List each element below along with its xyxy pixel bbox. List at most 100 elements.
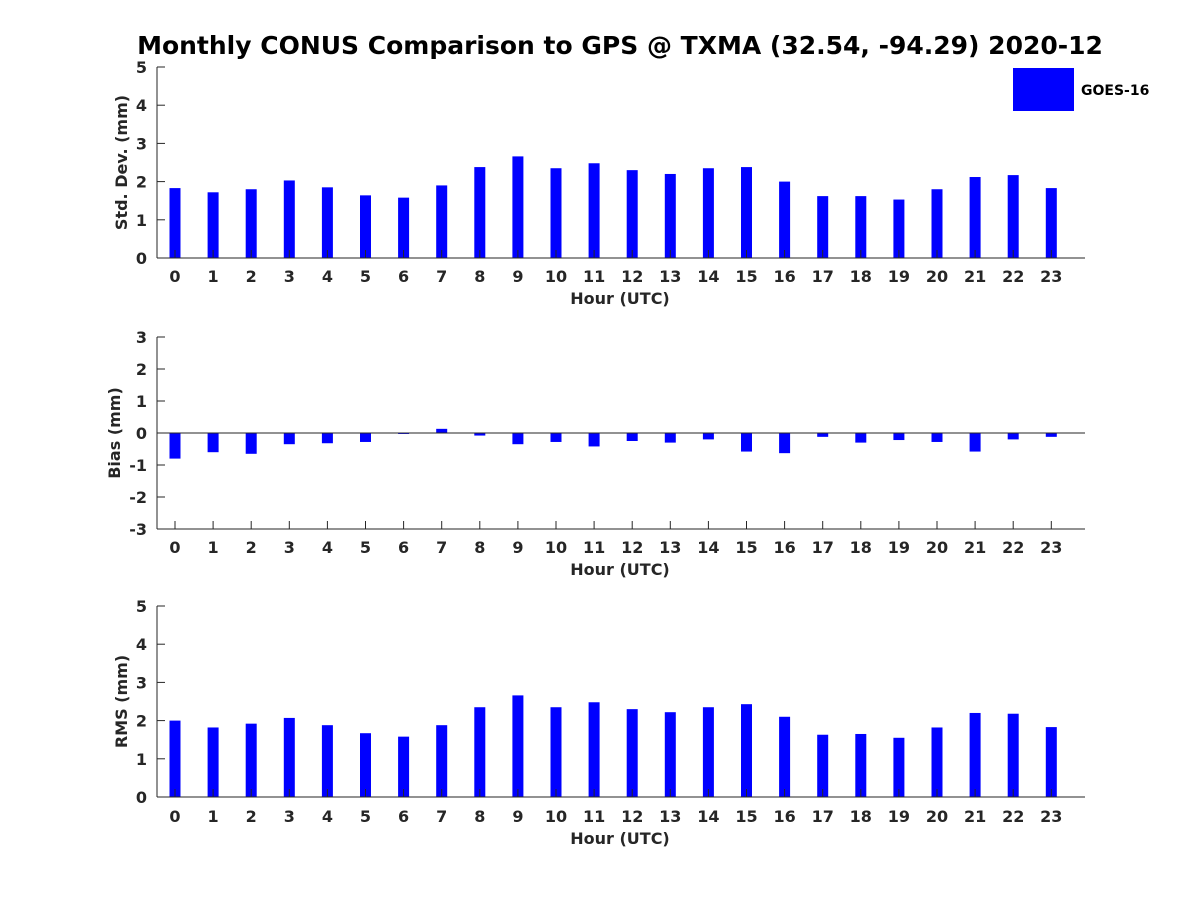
- bias-y-tick-label: 1: [136, 392, 147, 411]
- legend-swatch: [1013, 68, 1074, 111]
- std-dev-bar-15: [741, 167, 752, 258]
- bias-bar-1: [207, 433, 219, 453]
- std-dev-x-tick-label: 19: [888, 267, 910, 286]
- rms-x-tick-label: 13: [659, 807, 681, 826]
- rms-x-tick-label: 3: [284, 807, 295, 826]
- bias-x-tick-label: 3: [284, 538, 295, 557]
- rms-bar-16: [779, 716, 791, 797]
- bias-bar-17: [817, 433, 829, 437]
- rms-x-tick-label: 14: [697, 807, 719, 826]
- rms-y-tick-label: 2: [136, 712, 147, 731]
- bias-bar-9: [512, 433, 524, 445]
- std-dev-x-tick-label: 8: [474, 267, 485, 286]
- bias-x-tick-label: 21: [964, 538, 986, 557]
- rms-x-tick-label: 7: [436, 807, 447, 826]
- rms-bar-1: [207, 727, 219, 797]
- rms-x-tick-label: 5: [360, 807, 371, 826]
- std-dev-bar-8: [474, 167, 486, 258]
- std-dev-y-tick-label: 2: [136, 173, 147, 192]
- std-dev-bar-20: [931, 189, 943, 258]
- bias-bar-12: [626, 433, 638, 441]
- bias-y-tick-label: -1: [129, 456, 147, 475]
- bias-bar-23: [1045, 433, 1057, 437]
- std-dev-bar-0: [169, 188, 181, 258]
- rms-y-tick-label: 0: [136, 788, 147, 807]
- std-dev-x-tick-label: 5: [360, 267, 371, 286]
- rms-bar-10: [550, 707, 562, 797]
- std-dev-x-tick-label: 12: [621, 267, 643, 286]
- bias-x-tick-label: 7: [436, 538, 447, 557]
- rms-x-tick-label: 23: [1040, 807, 1062, 826]
- std-dev-x-tick-label: 11: [583, 267, 605, 286]
- bias-bar-7: [436, 428, 448, 433]
- bias-x-tick-label: 9: [512, 538, 523, 557]
- rms-x-tick-label: 0: [169, 807, 180, 826]
- std-dev-bar-19: [893, 199, 905, 258]
- std-dev-y-tick-label: 4: [136, 96, 147, 115]
- std-dev-x-tick-label: 7: [436, 267, 447, 286]
- bias-x-tick-label: 0: [169, 538, 180, 557]
- std-dev-x-tick-label: 6: [398, 267, 409, 286]
- bias-y-tick-label: 3: [136, 328, 147, 347]
- rms-x-tick-label: 4: [322, 807, 333, 826]
- bias-x-tick-label: 4: [322, 538, 333, 557]
- bias-bar-8: [474, 433, 486, 436]
- std-dev-bar-7: [436, 185, 448, 258]
- std-dev-bar-6: [398, 197, 410, 258]
- bias-y-tick-label: -2: [129, 488, 147, 507]
- std-dev-y-axis-label: Std. Dev. (mm): [112, 95, 131, 230]
- std-dev-bar-2: [245, 189, 257, 258]
- bias-y-tick-label: -3: [129, 520, 147, 539]
- rms-bar-19: [893, 737, 905, 797]
- std-dev-x-tick-label: 15: [735, 267, 757, 286]
- bias-x-tick-label: 22: [1002, 538, 1024, 557]
- bias-x-tick-label: 18: [850, 538, 872, 557]
- rms-bar-5: [360, 733, 371, 797]
- bias-bar-0: [169, 433, 181, 459]
- rms-bar-0: [169, 720, 181, 797]
- rms-bar-12: [626, 709, 638, 797]
- bias-bar-3: [283, 433, 295, 445]
- bias-x-tick-label: 14: [697, 538, 719, 557]
- legend-label: GOES-16: [1081, 83, 1149, 99]
- std-dev-x-tick-label: 4: [322, 267, 333, 286]
- std-dev-x-tick-label: 21: [964, 267, 986, 286]
- rms-bar-6: [398, 736, 410, 797]
- bias-x-tick-label: 19: [888, 538, 910, 557]
- bias-bar-5: [360, 433, 371, 442]
- rms-bar-15: [741, 704, 752, 797]
- bias-y-axis-label: Bias (mm): [105, 387, 124, 479]
- bias-bar-22: [1007, 433, 1019, 440]
- rms-x-tick-label: 6: [398, 807, 409, 826]
- rms-y-tick-label: 4: [136, 635, 147, 654]
- rms-bar-11: [588, 702, 600, 797]
- rms-bar-8: [474, 707, 486, 797]
- rms-x-axis-label: Hour (UTC): [570, 829, 670, 848]
- std-dev-bar-4: [321, 187, 333, 258]
- bias-bar-13: [664, 433, 676, 443]
- std-dev-x-tick-label: 14: [697, 267, 719, 286]
- bias-x-tick-label: 13: [659, 538, 681, 557]
- rms-x-tick-label: 1: [208, 807, 219, 826]
- bias-bar-2: [245, 433, 257, 454]
- std-dev-bar-13: [664, 173, 676, 258]
- rms-bar-4: [321, 725, 333, 797]
- std-dev-bar-17: [817, 196, 829, 258]
- rms-bar-9: [512, 695, 524, 797]
- std-dev-x-tick-label: 0: [169, 267, 180, 286]
- std-dev-x-tick-label: 2: [246, 267, 257, 286]
- std-dev-bar-22: [1007, 175, 1019, 258]
- bias-bar-11: [588, 433, 600, 447]
- bias-x-tick-label: 5: [360, 538, 371, 557]
- bias-bar-20: [931, 433, 943, 442]
- bias-x-tick-label: 11: [583, 538, 605, 557]
- bias-y-tick-label: 0: [136, 424, 147, 443]
- std-dev-y-tick-label: 1: [136, 211, 147, 230]
- rms-y-tick-label: 3: [136, 673, 147, 692]
- rms-x-tick-label: 9: [512, 807, 523, 826]
- std-dev-bar-12: [626, 170, 638, 258]
- rms-bar-23: [1045, 727, 1057, 797]
